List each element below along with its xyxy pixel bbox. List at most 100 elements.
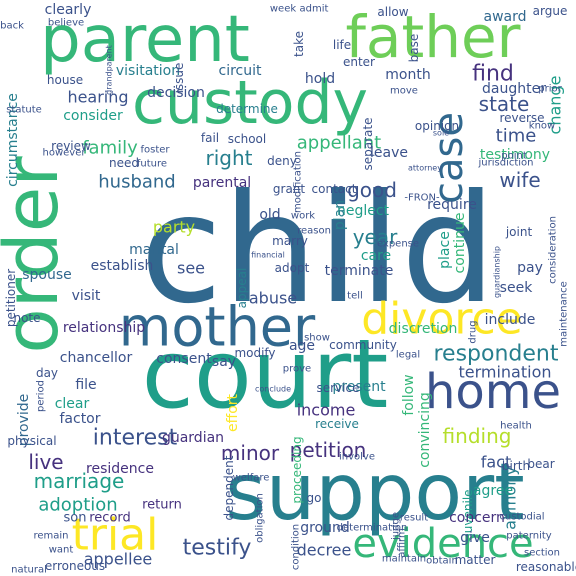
word-terminate: terminate <box>325 263 394 279</box>
word-dependent: dependent <box>222 455 236 520</box>
word-health: health <box>500 421 532 432</box>
word-physical: physical <box>7 434 56 448</box>
word-modify: modify <box>234 346 275 360</box>
word-grandparent: grandparent <box>105 45 114 95</box>
word-mother: mother <box>119 296 316 359</box>
word-father: father <box>346 3 521 71</box>
word-work: work <box>291 211 315 222</box>
word-result: result <box>400 513 428 524</box>
word-court: court <box>142 320 389 430</box>
word-tell: tell <box>347 291 363 302</box>
word-testimony: testimony <box>480 147 550 163</box>
word-service: service <box>317 381 360 395</box>
word-son: son <box>64 511 87 526</box>
word-see: see <box>177 259 205 278</box>
word-believe: believe <box>48 18 84 29</box>
word-argue: argue <box>533 4 568 18</box>
word-visit: visit <box>72 288 101 304</box>
word-week: week <box>270 4 296 15</box>
word-petitioner: petitioner <box>4 269 18 327</box>
word-need: need <box>109 156 139 170</box>
word-obligation: obligation <box>255 493 266 543</box>
word-community: community <box>329 338 397 352</box>
word-follow: follow <box>401 374 417 415</box>
word-month: month <box>385 67 430 83</box>
word-take: take <box>292 31 306 57</box>
word-party: party <box>153 218 195 237</box>
word-contact: contact <box>312 182 357 196</box>
word-return: return <box>142 498 182 513</box>
word-point: point <box>501 151 527 162</box>
word-grant: grant <box>273 182 306 196</box>
word-marital: marital <box>129 242 179 258</box>
word-day: day <box>36 366 58 380</box>
word-neglect: neglect <box>337 203 390 219</box>
word-base: base <box>407 34 421 63</box>
word-show: show <box>304 333 330 344</box>
word-hold: hold <box>305 71 335 87</box>
word-drug: drug <box>468 320 479 343</box>
word-continue: continue <box>452 213 468 274</box>
word-home: home <box>425 364 561 420</box>
word-allow: allow <box>377 5 408 19</box>
word-circuit: circuit <box>219 63 262 79</box>
word-fact: fact <box>481 453 512 472</box>
word-involve: involve <box>339 452 375 463</box>
word-chancellor: chancellor <box>60 350 133 366</box>
word-natural: natural <box>11 565 47 576</box>
word-consider: consider <box>63 108 123 124</box>
word-convincing: convincing <box>417 392 433 468</box>
word-record: record <box>89 511 131 526</box>
word-seek: seek <box>500 280 534 296</box>
word-statute: statute <box>6 105 42 116</box>
word-adopt: adopt <box>275 261 310 275</box>
word-consent: consent <box>156 351 212 367</box>
word-enter: enter <box>343 55 375 69</box>
word-give: give <box>460 530 490 546</box>
word-matter: matter <box>455 553 496 567</box>
word-clear: clear <box>55 396 90 412</box>
word-say: say <box>212 354 236 370</box>
word-change: change <box>546 76 565 135</box>
word-daughter: daughter <box>482 81 546 97</box>
word-obtain: obtain <box>426 556 458 567</box>
word-plan: plan <box>332 200 348 230</box>
word-file: file <box>75 377 96 393</box>
word-discretion: discretion <box>389 321 458 337</box>
word-care: care <box>361 248 391 264</box>
word-deny: deny <box>267 154 297 168</box>
word-financial: financial <box>251 251 285 260</box>
word-evidence: evidence <box>352 521 533 567</box>
word-custody: custody <box>132 68 368 138</box>
word-agree: agree <box>473 483 513 499</box>
word-factor: factor <box>59 411 100 427</box>
word-pay: pay <box>517 260 543 276</box>
word-provide: provide <box>16 394 32 447</box>
word-reason: reason <box>297 226 331 237</box>
word-marriage: marriage <box>34 469 125 493</box>
word-section: section <box>524 548 560 559</box>
word-determination: determination <box>337 523 408 534</box>
word-divorce: divorce <box>361 294 523 345</box>
word-hearing: hearing <box>67 88 128 107</box>
word-back: back <box>0 21 24 32</box>
word-husband: husband <box>98 172 175 193</box>
word-respondent: respondent <box>434 342 559 367</box>
word-testify: testify <box>183 536 252 561</box>
word-condition: condition <box>291 524 302 570</box>
word-termination: termination <box>458 363 551 382</box>
word-go: go <box>307 491 322 505</box>
word-life: life <box>333 38 351 52</box>
word-appeal: appeal <box>235 268 249 309</box>
word-reverse: reverse <box>499 111 544 125</box>
word-admit: admit <box>300 4 329 15</box>
word-case: case <box>426 112 472 204</box>
word-paternity: paternity <box>506 531 552 542</box>
word-ground: ground <box>300 520 350 536</box>
word-custodial: custodial <box>499 512 544 523</box>
word-parental: parental <box>193 175 251 191</box>
word-issue: issue <box>172 63 186 94</box>
word-fail: fail <box>201 131 219 145</box>
